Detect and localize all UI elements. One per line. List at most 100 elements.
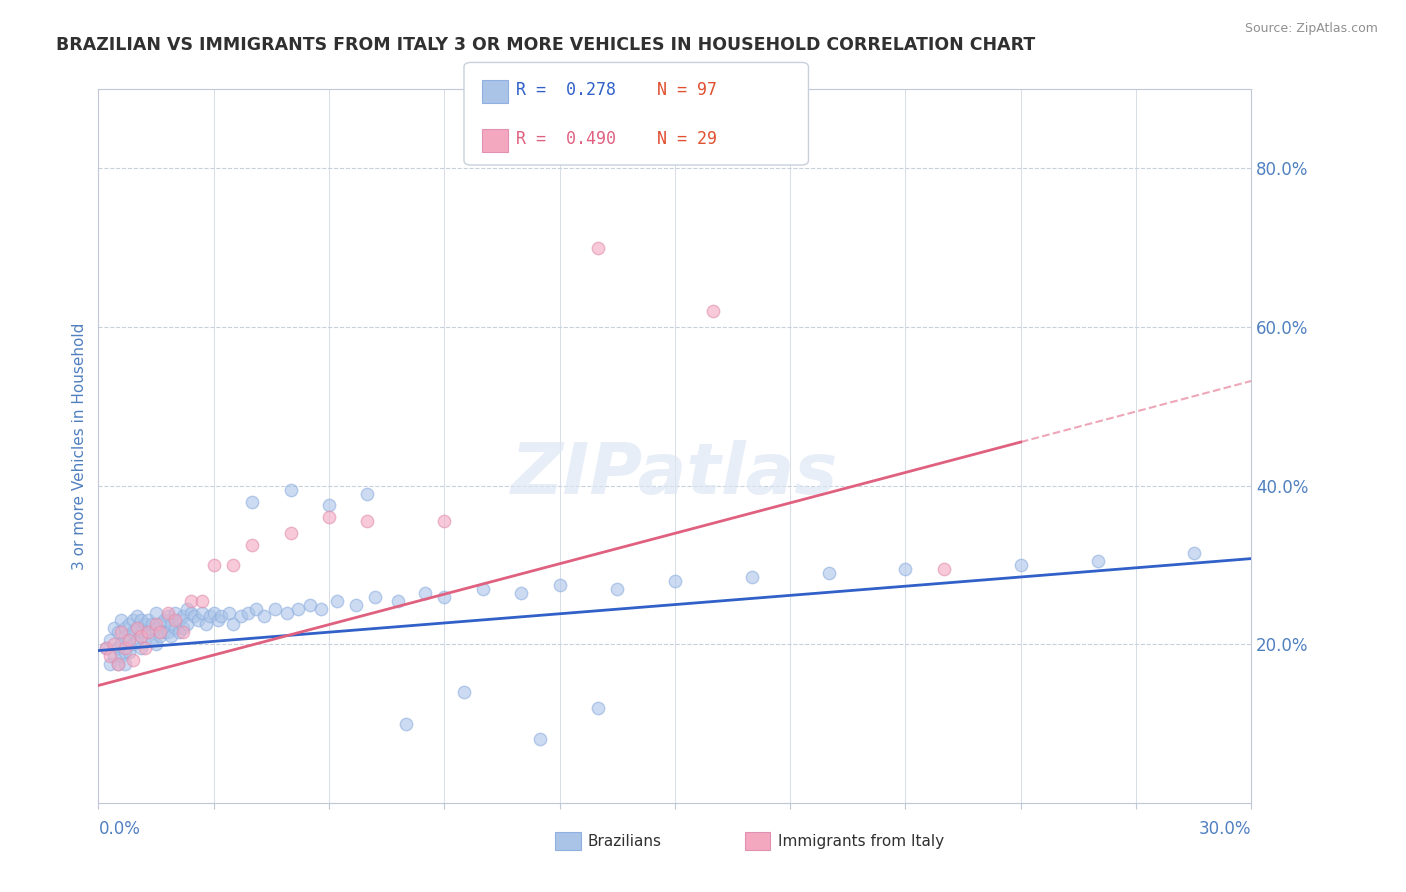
Point: [453, 685, 475, 699]
Text: BRAZILIAN VS IMMIGRANTS FROM ITALY 3 OR MORE VEHICLES IN HOUSEHOLD CORRELATION C: BRAZILIAN VS IMMIGRANTS FROM ITALY 3 OR …: [56, 36, 1035, 54]
Point: [702, 304, 724, 318]
Point: [932, 562, 955, 576]
Point: [180, 606, 202, 620]
Point: [114, 641, 136, 656]
Point: [141, 617, 163, 632]
Point: [110, 625, 132, 640]
Point: [395, 716, 418, 731]
Point: [134, 641, 156, 656]
Point: [1010, 558, 1032, 572]
Point: [110, 637, 132, 651]
Point: [298, 598, 321, 612]
Point: [114, 629, 136, 643]
Text: ZIPatlas: ZIPatlas: [512, 440, 838, 509]
Point: [356, 486, 378, 500]
Point: [741, 570, 763, 584]
Point: [664, 574, 686, 588]
Point: [141, 633, 163, 648]
Point: [98, 649, 121, 664]
Point: [240, 538, 263, 552]
Text: Immigrants from Italy: Immigrants from Italy: [778, 834, 943, 848]
Point: [103, 621, 125, 635]
Point: [364, 590, 387, 604]
Text: R =  0.490: R = 0.490: [516, 130, 616, 148]
Point: [222, 617, 245, 632]
Point: [198, 609, 221, 624]
Point: [894, 562, 917, 576]
Point: [172, 609, 194, 624]
Point: [344, 598, 367, 612]
Point: [125, 621, 148, 635]
Point: [114, 645, 136, 659]
Point: [129, 625, 152, 640]
Point: [107, 657, 129, 671]
Point: [122, 614, 145, 628]
Point: [202, 558, 225, 572]
Point: [325, 593, 347, 607]
Point: [187, 614, 209, 628]
Point: [222, 558, 245, 572]
Point: [125, 621, 148, 635]
Point: [548, 578, 571, 592]
Point: [606, 582, 628, 596]
Point: [387, 593, 409, 607]
Point: [165, 606, 187, 620]
Point: [167, 614, 190, 628]
Point: [98, 657, 121, 671]
Text: 30.0%: 30.0%: [1199, 820, 1251, 838]
Text: 0.0%: 0.0%: [98, 820, 141, 838]
Point: [152, 625, 174, 640]
Point: [1087, 554, 1109, 568]
Point: [280, 483, 302, 497]
Point: [195, 617, 218, 632]
Point: [114, 621, 136, 635]
Point: [138, 614, 160, 628]
Point: [240, 494, 263, 508]
Point: [122, 637, 145, 651]
Point: [107, 657, 129, 671]
Point: [529, 732, 551, 747]
Point: [471, 582, 494, 596]
Point: [586, 241, 609, 255]
Point: [129, 614, 152, 628]
Point: [118, 617, 141, 632]
Point: [156, 625, 179, 640]
Point: [165, 614, 187, 628]
Point: [94, 641, 117, 656]
Point: [107, 625, 129, 640]
Point: [118, 633, 141, 648]
Point: [156, 609, 179, 624]
Point: [318, 510, 340, 524]
Point: [145, 621, 167, 635]
Point: [118, 645, 141, 659]
Point: [207, 614, 229, 628]
Point: [118, 633, 141, 648]
Point: [413, 585, 436, 599]
Point: [202, 606, 225, 620]
Point: [167, 625, 190, 640]
Point: [125, 609, 148, 624]
Point: [110, 649, 132, 664]
Point: [122, 625, 145, 640]
Point: [280, 526, 302, 541]
Text: N = 29: N = 29: [657, 130, 717, 148]
Point: [586, 700, 609, 714]
Point: [433, 590, 456, 604]
Point: [138, 625, 160, 640]
Point: [245, 601, 267, 615]
Point: [134, 617, 156, 632]
Point: [156, 606, 179, 620]
Point: [218, 606, 240, 620]
Point: [125, 633, 148, 648]
Point: [253, 609, 276, 624]
Point: [172, 621, 194, 635]
Point: [149, 629, 172, 643]
Point: [145, 617, 167, 632]
Point: [287, 601, 309, 615]
Point: [264, 601, 287, 615]
Point: [103, 649, 125, 664]
Point: [1182, 546, 1205, 560]
Point: [817, 566, 839, 580]
Point: [110, 614, 132, 628]
Point: [191, 606, 214, 620]
